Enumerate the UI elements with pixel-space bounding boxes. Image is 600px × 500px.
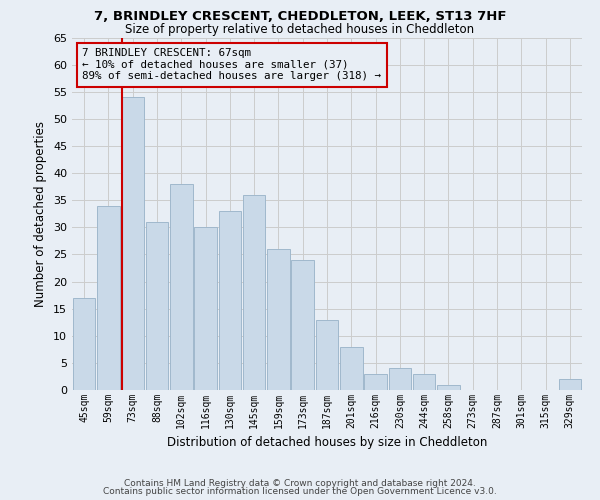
Text: 7 BRINDLEY CRESCENT: 67sqm
← 10% of detached houses are smaller (37)
89% of semi: 7 BRINDLEY CRESCENT: 67sqm ← 10% of deta… [82,48,381,82]
Bar [194,228,217,390]
Text: Size of property relative to detached houses in Cheddleton: Size of property relative to detached ho… [125,22,475,36]
Bar [218,211,241,390]
Bar [413,374,436,390]
Bar [121,97,144,390]
Bar [97,206,120,390]
Bar [267,249,290,390]
Bar [437,384,460,390]
Bar [146,222,168,390]
Bar [292,260,314,390]
Y-axis label: Number of detached properties: Number of detached properties [34,120,47,306]
Text: Contains public sector information licensed under the Open Government Licence v3: Contains public sector information licen… [103,487,497,496]
Text: 7, BRINDLEY CRESCENT, CHEDDLETON, LEEK, ST13 7HF: 7, BRINDLEY CRESCENT, CHEDDLETON, LEEK, … [94,10,506,23]
Text: Contains HM Land Registry data © Crown copyright and database right 2024.: Contains HM Land Registry data © Crown c… [124,478,476,488]
Bar [170,184,193,390]
Bar [340,346,362,390]
Bar [316,320,338,390]
Bar [389,368,411,390]
Bar [364,374,387,390]
Bar [243,195,265,390]
X-axis label: Distribution of detached houses by size in Cheddleton: Distribution of detached houses by size … [167,436,487,450]
Bar [559,379,581,390]
Bar [73,298,95,390]
